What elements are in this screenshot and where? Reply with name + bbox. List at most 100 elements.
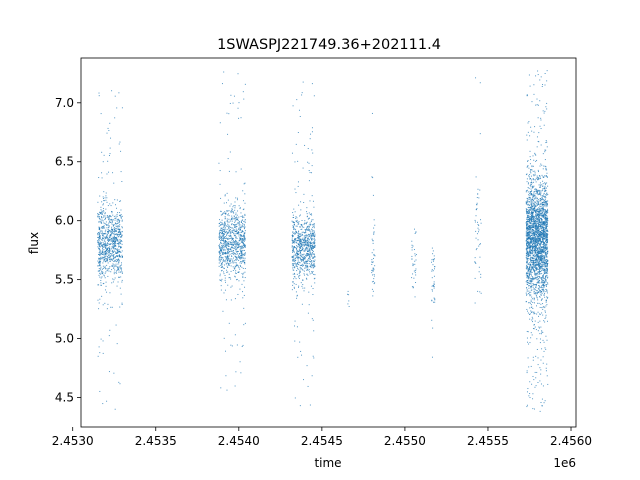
data-point: [106, 264, 108, 266]
data-point: [541, 248, 543, 250]
data-point: [101, 228, 103, 230]
data-point: [479, 189, 481, 191]
data-point: [219, 219, 221, 221]
data-point: [107, 303, 109, 305]
data-point: [241, 346, 243, 348]
data-point: [239, 257, 241, 259]
data-point: [115, 251, 117, 253]
data-point: [234, 224, 236, 226]
data-point: [434, 268, 436, 270]
data-point: [236, 251, 238, 253]
data-point: [116, 240, 118, 242]
data-point: [541, 223, 543, 225]
data-point: [293, 258, 295, 260]
data-point: [117, 233, 119, 235]
data-point: [480, 222, 482, 224]
data-point: [110, 253, 112, 255]
data-point: [224, 261, 226, 263]
data-point: [243, 221, 245, 223]
data-point: [543, 350, 545, 352]
data-point: [224, 289, 226, 291]
data-point: [537, 251, 539, 253]
data-point: [306, 221, 308, 223]
data-point: [531, 267, 532, 269]
data-point: [531, 213, 533, 215]
data-point: [539, 266, 541, 268]
data-point: [235, 231, 237, 233]
data-point: [526, 217, 528, 219]
data-point: [104, 256, 106, 258]
data-point: [534, 220, 536, 222]
data-point: [528, 74, 530, 76]
data-point: [475, 230, 477, 232]
data-point: [294, 228, 296, 230]
data-point: [224, 225, 226, 227]
data-point: [533, 297, 535, 299]
data-point: [545, 285, 547, 287]
data-point: [299, 267, 301, 269]
data-point: [536, 136, 538, 138]
data-point: [119, 306, 121, 308]
data-point: [114, 257, 116, 259]
data-point: [305, 241, 307, 243]
data-point: [528, 240, 530, 242]
data-point: [544, 278, 546, 280]
data-point: [113, 248, 115, 250]
data-point: [111, 258, 113, 260]
data-point: [299, 250, 301, 252]
data-point: [244, 236, 246, 238]
data-point: [241, 248, 243, 250]
data-point: [104, 240, 106, 242]
data-point: [533, 232, 535, 234]
data-point: [242, 297, 244, 299]
data-point: [532, 212, 534, 214]
data-point: [479, 133, 481, 135]
data-point: [99, 254, 101, 256]
data-point: [529, 228, 531, 230]
data-point: [547, 211, 549, 213]
data-point: [313, 278, 315, 280]
data-point: [237, 256, 239, 258]
data-point: [234, 207, 236, 209]
data-point: [104, 302, 106, 304]
data-point: [543, 192, 545, 194]
data-point: [224, 229, 226, 231]
data-point: [234, 252, 236, 254]
data-point: [527, 283, 529, 285]
data-point: [300, 267, 302, 269]
data-point: [223, 212, 225, 214]
data-point: [297, 231, 299, 233]
data-point: [529, 268, 531, 270]
data-point: [219, 247, 221, 249]
data-point: [545, 243, 547, 245]
data-point: [105, 252, 107, 254]
data-point: [105, 223, 107, 225]
data-point: [102, 227, 104, 229]
data-point: [242, 244, 244, 246]
data-point: [223, 271, 225, 273]
data-point: [222, 244, 224, 246]
data-point: [298, 275, 300, 277]
data-point: [543, 251, 545, 253]
data-point: [535, 329, 537, 331]
data-point: [536, 208, 538, 210]
data-point: [221, 269, 223, 271]
data-point: [305, 266, 307, 268]
data-point: [532, 262, 534, 264]
data-point: [97, 355, 99, 357]
data-point: [292, 212, 294, 214]
data-point: [114, 217, 116, 219]
data-point: [545, 300, 547, 302]
data-point: [106, 173, 108, 175]
data-point: [535, 213, 537, 215]
data-point: [533, 239, 535, 241]
data-point: [531, 383, 533, 385]
data-point: [546, 141, 548, 143]
data-point: [108, 240, 110, 242]
data-point: [226, 231, 228, 233]
data-point: [240, 212, 242, 214]
data-point: [297, 185, 299, 187]
data-point: [296, 263, 298, 265]
data-point: [544, 202, 546, 204]
data-point: [107, 205, 109, 207]
